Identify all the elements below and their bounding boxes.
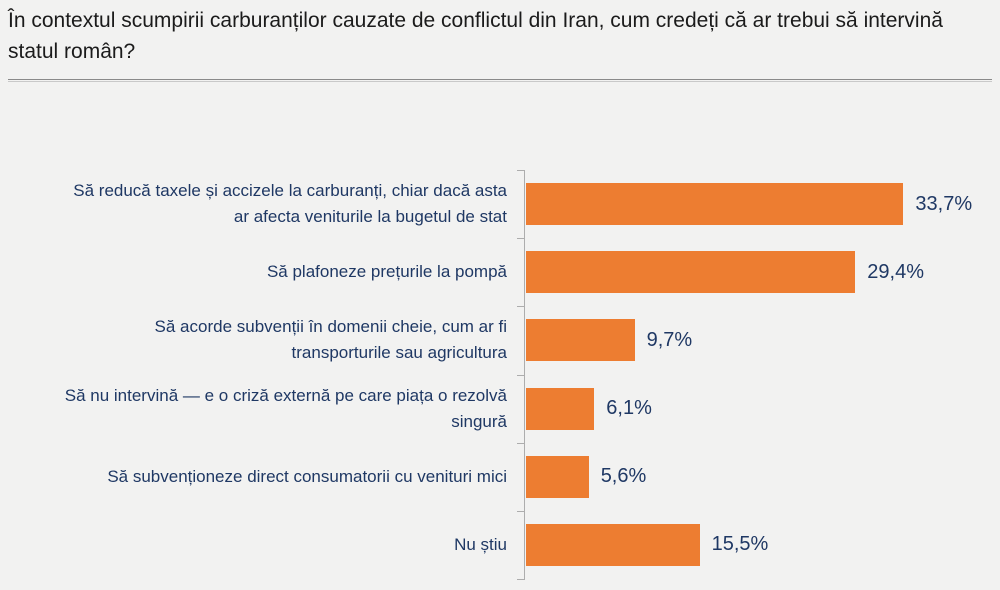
title-separator bbox=[8, 79, 992, 82]
value-label: 6,1% bbox=[606, 397, 652, 420]
bar-row: Să reducă taxele și accizele la carburan… bbox=[0, 170, 1000, 238]
category-label: Nu știu bbox=[454, 534, 507, 554]
chart-area: Să reducă taxele și accizele la carburan… bbox=[0, 170, 1000, 580]
bar-zone: 33,7% bbox=[526, 183, 1000, 226]
bar bbox=[526, 319, 635, 362]
category-label: Să nu intervină — e o criză externă pe c… bbox=[64, 385, 507, 431]
category-label: Să reducă taxele și accizele la carburan… bbox=[73, 181, 507, 227]
axis-tick bbox=[517, 442, 525, 444]
axis-tick bbox=[517, 170, 525, 171]
bar-row: Să subvenționeze direct consumatorii cu … bbox=[0, 443, 1000, 511]
bar-zone: 15,5% bbox=[526, 523, 1000, 566]
bar bbox=[526, 387, 595, 430]
bar bbox=[526, 251, 856, 294]
value-label: 33,7% bbox=[915, 192, 973, 215]
bar-row: Să acorde subvenții în domenii cheie, cu… bbox=[0, 306, 1000, 374]
bar-row: Nu știu 15,5% bbox=[0, 511, 1000, 579]
axis-tick bbox=[517, 306, 525, 308]
bar-row: Să nu intervină — e o criză externă pe c… bbox=[0, 375, 1000, 443]
bar-row: Să plafoneze prețurile la pompă 29,4% bbox=[0, 238, 1000, 306]
axis-tick bbox=[517, 510, 525, 512]
value-label: 15,5% bbox=[711, 533, 769, 556]
bar-rows: Să reducă taxele și accizele la carburan… bbox=[0, 170, 1000, 579]
category-label: Să plafoneze prețurile la pompă bbox=[266, 262, 507, 282]
bar-zone: 6,1% bbox=[526, 387, 1000, 430]
value-label: 9,7% bbox=[646, 328, 693, 351]
bar bbox=[526, 523, 700, 566]
bar-zone: 5,6% bbox=[526, 455, 1000, 498]
bar-zone: 29,4% bbox=[526, 251, 1000, 294]
category-label: Să subvenționeze direct consumatorii cu … bbox=[107, 466, 507, 486]
axis-tick bbox=[517, 238, 525, 240]
chart-title: În contextul scumpirii carburanților cau… bbox=[8, 9, 943, 63]
axis-tick bbox=[517, 579, 525, 580]
category-label: Să acorde subvenții în domenii cheie, cu… bbox=[154, 317, 507, 363]
value-label: 5,6% bbox=[600, 465, 647, 488]
bar bbox=[526, 455, 589, 498]
axis-tick bbox=[517, 374, 525, 376]
value-label: 29,4% bbox=[867, 260, 925, 283]
bar bbox=[526, 183, 904, 226]
bar-zone: 9,7% bbox=[526, 319, 1000, 362]
